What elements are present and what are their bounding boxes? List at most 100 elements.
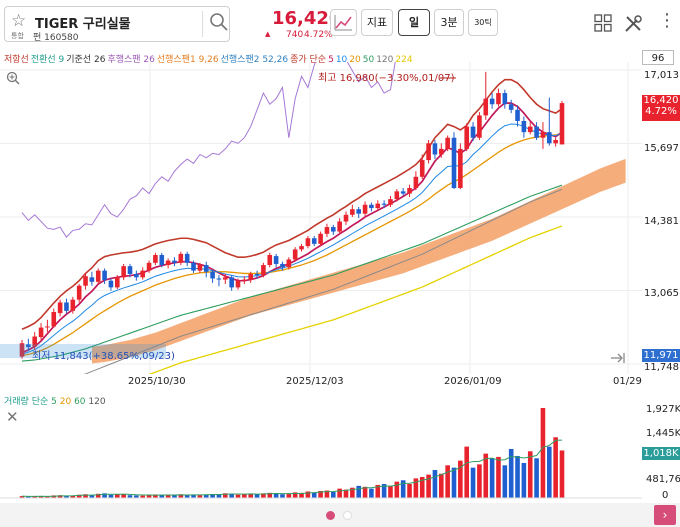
period-count-box[interactable]: 96 bbox=[642, 50, 674, 65]
legend-item[interactable]: 종가 단순 bbox=[290, 55, 327, 65]
chart-type-icon bbox=[334, 15, 352, 31]
candle-body bbox=[153, 254, 158, 263]
volume-bar bbox=[324, 490, 330, 498]
indicator-legend[interactable]: 저항선 전환선 9 기준선 26 후행스팬 26 선행스팬1 9,26 선행스팬2 52,… bbox=[4, 52, 415, 65]
legend-item[interactable]: 50 bbox=[362, 55, 375, 65]
page-dot[interactable] bbox=[343, 511, 352, 520]
volume-legend[interactable]: 거래량 단순 5 20 60 120 bbox=[4, 394, 106, 407]
volume-bar bbox=[426, 474, 431, 498]
volume-bar bbox=[19, 496, 25, 498]
close-icon[interactable]: ✕ bbox=[6, 408, 19, 426]
low-price-tag: 11,971 bbox=[642, 349, 680, 362]
x-axis-label: 2026/01/09 bbox=[444, 376, 502, 387]
volume-bar bbox=[362, 486, 368, 498]
candle-body bbox=[235, 280, 241, 288]
volume-legend-period[interactable]: 60 bbox=[71, 397, 86, 407]
zoom-icon[interactable] bbox=[6, 70, 20, 89]
volume-bar bbox=[134, 495, 139, 498]
volume-bar bbox=[32, 496, 38, 498]
volume-bar bbox=[299, 492, 304, 498]
legend-item[interactable]: 5 bbox=[328, 55, 334, 65]
volume-ma5-line bbox=[21, 439, 563, 497]
candle-body bbox=[305, 238, 311, 247]
volume-legend-period[interactable]: 120 bbox=[85, 397, 106, 407]
volume-bar bbox=[191, 494, 196, 498]
candle-body bbox=[19, 343, 25, 357]
chart-type-button[interactable] bbox=[330, 9, 357, 36]
volume-bar bbox=[470, 467, 476, 498]
legend-item[interactable]: 기준선 26 bbox=[66, 55, 106, 65]
ma20-line bbox=[21, 132, 563, 357]
next-arrow-icon[interactable]: › bbox=[654, 505, 676, 525]
volume-bar bbox=[261, 493, 266, 498]
candle-body bbox=[83, 276, 88, 286]
price-chart[interactable]: 최고 16,980(−3.30%,01/07) 최저 11,843(+38.65%… bbox=[0, 62, 642, 374]
symbol-search-box[interactable]: ☆ TIGER 구리실물 통합 펀 160580 bbox=[4, 6, 230, 43]
volume-bar bbox=[267, 492, 273, 498]
legend-item[interactable]: 선행스팬1 9,26 bbox=[156, 55, 219, 65]
y-axis-label: 14,381 bbox=[644, 216, 679, 227]
ichimoku-cloud bbox=[92, 158, 626, 364]
y-axis-label: 11,748 bbox=[644, 362, 679, 373]
candle-body bbox=[521, 120, 527, 133]
volume-bar bbox=[318, 490, 323, 498]
candle-body bbox=[159, 254, 165, 266]
candle-body bbox=[267, 254, 273, 266]
ma10-line bbox=[21, 123, 563, 355]
volume-bar bbox=[140, 495, 146, 498]
candle-body bbox=[464, 126, 470, 149]
legend-item[interactable]: 후행스팬 26 bbox=[107, 55, 155, 65]
legend-item[interactable]: 20 bbox=[349, 55, 361, 65]
search-icon[interactable] bbox=[209, 12, 229, 36]
candle-body bbox=[438, 148, 444, 155]
candle-body bbox=[102, 270, 107, 281]
candle-body bbox=[57, 302, 63, 314]
volume-legend-period[interactable]: 20 bbox=[56, 397, 72, 407]
candle-body bbox=[299, 246, 304, 250]
page-indicator-bar bbox=[0, 503, 680, 527]
volume-bar bbox=[356, 485, 362, 498]
legend-item[interactable]: 저항선 bbox=[4, 55, 29, 65]
indicator-button[interactable]: 지표 bbox=[361, 9, 393, 36]
legend-item[interactable]: 10 bbox=[335, 55, 348, 65]
legend-item[interactable]: 전환선 9 bbox=[30, 55, 65, 65]
volume-bar bbox=[248, 493, 254, 498]
volume-chart[interactable] bbox=[0, 400, 642, 502]
candle-body bbox=[330, 227, 336, 232]
volume-bar bbox=[350, 487, 355, 498]
legend-item[interactable]: 선행스팬2 52,26 bbox=[220, 55, 289, 65]
more-icon[interactable]: ⋮ bbox=[658, 10, 676, 31]
current-price-tag: 16,420 4.72% bbox=[642, 95, 680, 121]
volume-bar bbox=[388, 486, 393, 498]
ma5-line bbox=[21, 102, 563, 354]
legend-item[interactable]: 224 bbox=[395, 55, 413, 65]
candle-body bbox=[458, 148, 463, 188]
volume-bar bbox=[496, 456, 501, 498]
star-icon[interactable]: ☆ bbox=[11, 11, 27, 31]
period-30tick-button[interactable]: 30틱 bbox=[468, 9, 498, 36]
candle-body bbox=[127, 266, 133, 274]
market-tag: 통합 bbox=[11, 32, 24, 40]
page-dot-active[interactable] bbox=[326, 511, 335, 520]
candle-body bbox=[350, 209, 355, 215]
legend-item[interactable]: 120 bbox=[376, 55, 394, 65]
period-day-button[interactable]: 일 bbox=[398, 9, 430, 36]
volume-bar bbox=[413, 478, 419, 498]
period-3min-button[interactable]: 3분 bbox=[434, 9, 464, 36]
volume-bar bbox=[502, 465, 508, 498]
candle-body bbox=[203, 265, 209, 272]
volume-legend-period[interactable]: 5 bbox=[51, 397, 57, 407]
scroll-to-latest-icon[interactable] bbox=[609, 349, 627, 368]
volume-bar bbox=[83, 494, 88, 498]
search-divider bbox=[202, 11, 203, 37]
volume-bar bbox=[477, 464, 482, 498]
x-axis-label: 01/29 bbox=[613, 376, 642, 387]
candle-body bbox=[559, 103, 565, 145]
volume-bar bbox=[553, 437, 558, 498]
volume-bar bbox=[26, 496, 31, 498]
y-axis-label: 17,013 bbox=[644, 70, 679, 81]
candle-body bbox=[553, 139, 558, 144]
tools-icon[interactable] bbox=[623, 14, 643, 38]
grid-icon[interactable] bbox=[594, 14, 612, 36]
candle-body bbox=[114, 277, 120, 288]
